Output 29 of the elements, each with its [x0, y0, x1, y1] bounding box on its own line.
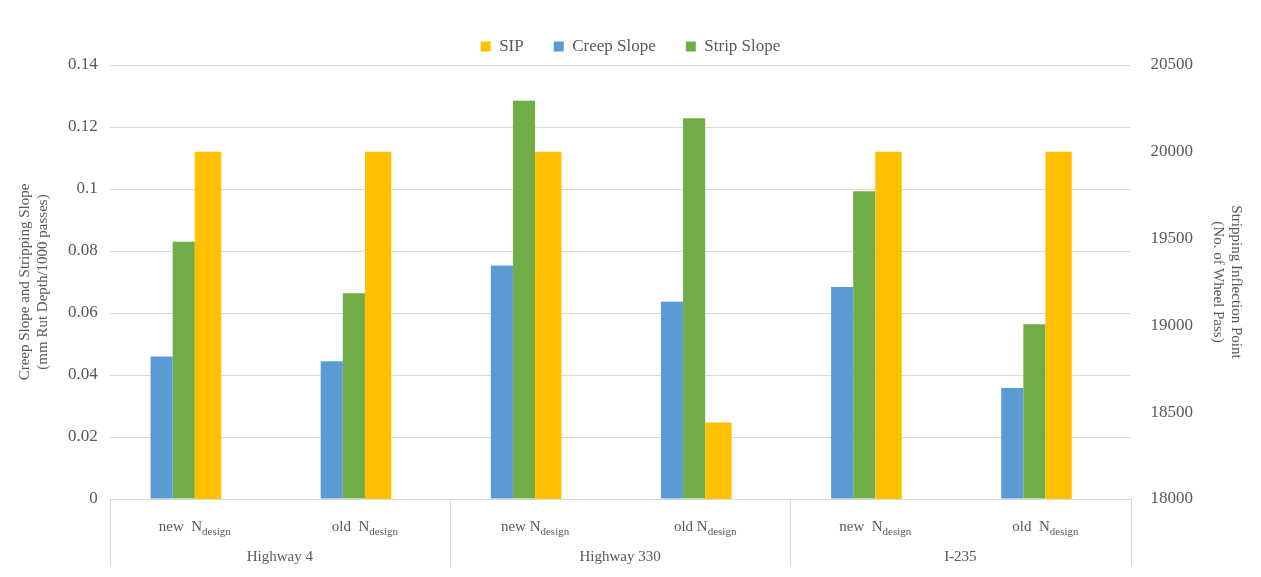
y2-tick-label: 18000: [1150, 488, 1193, 508]
legend-label: Creep Slope: [572, 35, 656, 55]
bar: [150, 356, 173, 499]
bar: [490, 265, 513, 499]
y-tick-label: 0.12: [68, 116, 98, 136]
bar: [320, 361, 343, 499]
y2-tick-label: 20000: [1150, 141, 1193, 161]
y2-axis-title: Stripping Inflection Point (No. of Wheel Pass): [1210, 205, 1246, 360]
y2-tick-label: 19500: [1150, 228, 1193, 248]
y-tick-label: 0.04: [68, 364, 99, 384]
y2-tick-label: 18500: [1150, 401, 1193, 421]
y-tick-label: 0.06: [68, 302, 98, 322]
bar: [831, 286, 854, 499]
y-tick-label: 0.02: [68, 426, 98, 446]
text: I-235: [944, 548, 977, 564]
y-tick-label: 0: [89, 488, 98, 508]
legend-label: Strip Slope: [704, 35, 781, 55]
y-tick-label: 0.1: [76, 178, 98, 198]
y-tick-label: 0.08: [68, 240, 98, 260]
y-axis-title: Creep Slope and Stripping Slope (mm Rut Depth/1000 passes): [15, 183, 51, 381]
text: Highway 4: [246, 548, 314, 564]
y2-tick-label: 19000: [1150, 314, 1193, 334]
text: Highway 330: [579, 548, 661, 564]
y-tick-label: 0.14: [68, 54, 99, 74]
bar: [1001, 388, 1024, 499]
bar: [683, 118, 706, 499]
legend-label: SIP: [499, 35, 524, 55]
bar: [660, 301, 684, 499]
y2-tick-label: 20500: [1150, 54, 1193, 74]
